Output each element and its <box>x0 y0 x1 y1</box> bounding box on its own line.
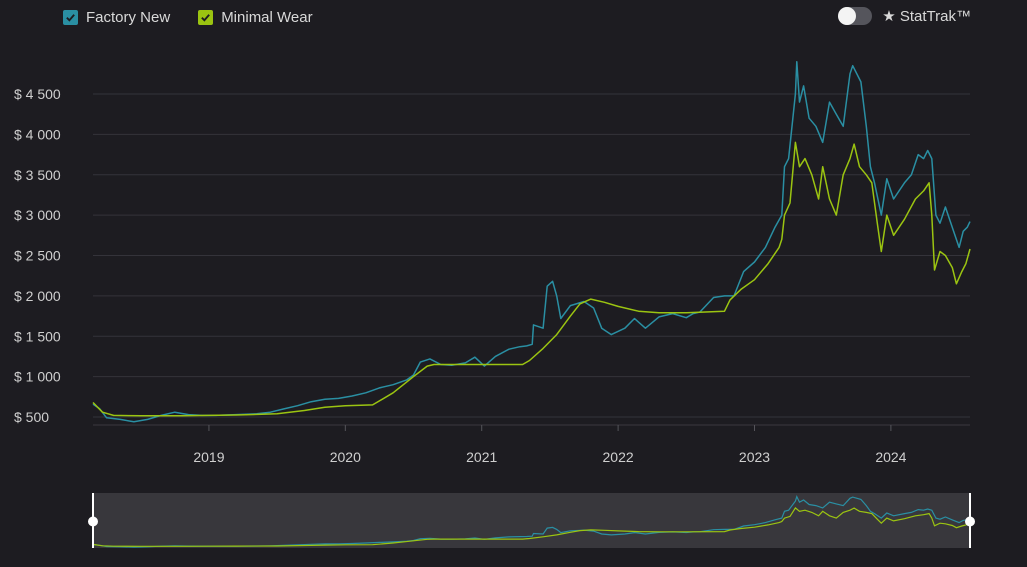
x-tick-label: 2024 <box>875 449 906 465</box>
navigator-line-minimal-wear <box>92 507 971 547</box>
y-tick-label: $ 2 500 <box>14 248 61 264</box>
legend-label-factory-new: Factory New <box>86 8 171 26</box>
stattrak-toggle-group: ★ StatTrak™ <box>838 6 971 26</box>
navigator-line-factory-new <box>92 494 971 548</box>
legend-item-minimal-wear[interactable]: Minimal Wear <box>198 8 313 26</box>
navigator-right-handle[interactable] <box>965 516 975 527</box>
checkbox-checked-icon[interactable] <box>198 9 214 25</box>
x-tick-label: 2022 <box>603 449 634 465</box>
y-tick-label: $ 4 000 <box>14 126 61 142</box>
navigator-selection[interactable] <box>93 493 970 548</box>
x-tick-label: 2023 <box>739 449 770 465</box>
x-tick-label: 2020 <box>330 449 361 465</box>
x-tick-label: 2019 <box>193 449 224 465</box>
y-tick-label: $ 3 000 <box>14 207 61 223</box>
legend-label-minimal-wear: Minimal Wear <box>221 8 313 26</box>
series-line-minimal-wear <box>92 141 971 417</box>
stattrak-label: ★ StatTrak™ <box>882 8 971 25</box>
y-tick-label: $ 2 000 <box>14 288 61 304</box>
legend: Factory New Minimal Wear <box>63 6 313 28</box>
y-tick-label: $ 4 500 <box>14 86 61 102</box>
legend-item-factory-new[interactable]: Factory New <box>63 9 170 26</box>
series-line-factory-new <box>92 60 971 423</box>
stattrak-toggle[interactable] <box>838 7 873 25</box>
checkbox-checked-icon[interactable] <box>63 9 78 25</box>
y-tick-label: $ 1 500 <box>14 328 61 344</box>
toggle-knob <box>838 7 857 25</box>
y-tick-label: $ 500 <box>14 409 49 425</box>
y-tick-label: $ 1 000 <box>14 369 61 385</box>
x-tick-label: 2021 <box>466 449 497 465</box>
y-tick-label: $ 3 500 <box>14 167 61 183</box>
navigator-left-handle[interactable] <box>88 516 98 527</box>
